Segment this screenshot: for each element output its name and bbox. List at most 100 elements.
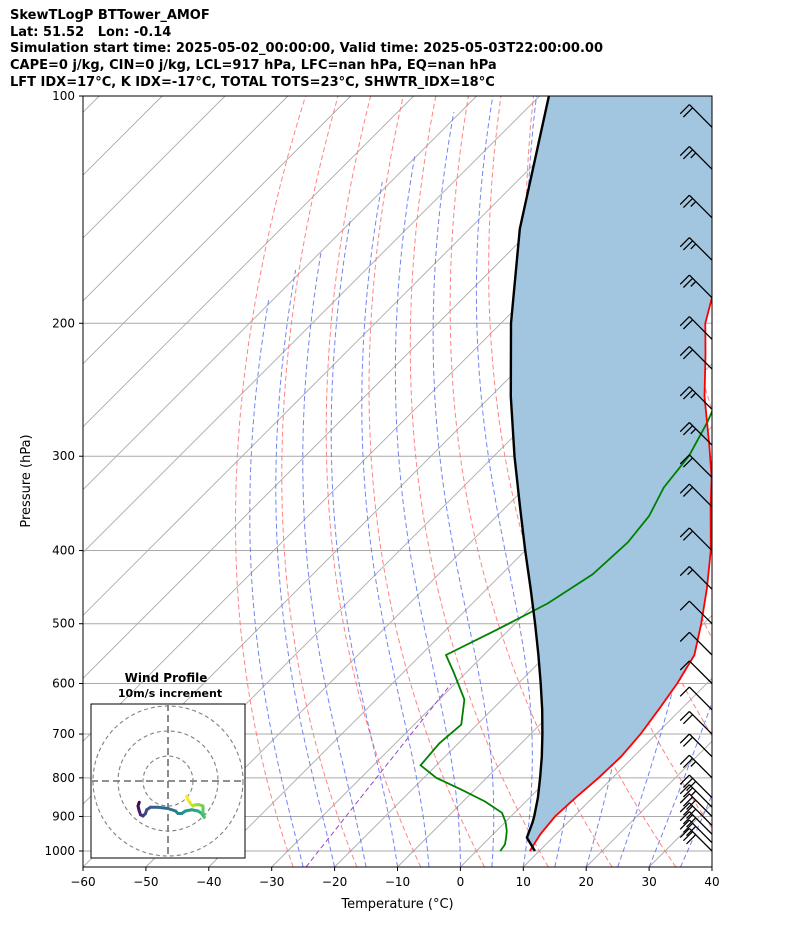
x-tick-label: −40 (196, 875, 221, 889)
y-tick-label: 200 (52, 316, 75, 330)
wind-barb (679, 827, 713, 852)
dry-adiabat (409, 96, 549, 867)
hodograph-segment (185, 794, 190, 802)
hodograph-subtitle: 10m/s increment (118, 687, 222, 700)
isotherm (83, 96, 415, 428)
y-tick-label: 400 (52, 544, 75, 558)
wind-barb (679, 422, 713, 446)
wind-barb (679, 774, 713, 799)
y-tick-label: 1000 (44, 844, 75, 858)
dry-adiabat (729, 96, 794, 867)
dry-adiabat (235, 96, 306, 867)
moist-adiabat (330, 217, 398, 867)
wind-barb (679, 237, 713, 261)
isotherm (334, 488, 712, 867)
moist-adiabat (475, 96, 533, 867)
x-tick-label: 30 (641, 875, 656, 889)
wind-barb (679, 600, 713, 625)
x-tick-label: −50 (133, 875, 158, 889)
x-tick-label: 40 (704, 875, 719, 889)
wind-barb (679, 483, 713, 508)
moist-adiabat (648, 700, 712, 867)
y-tick-label: 100 (52, 89, 75, 103)
dry-adiabat (663, 96, 712, 412)
dry-adiabat (325, 96, 422, 867)
wind-barb (679, 784, 713, 808)
time-line: Simulation start time: 2025-05-02_00:00:… (10, 41, 603, 57)
wind-barb (679, 811, 713, 835)
wind-barb (679, 316, 713, 340)
wind-barb (679, 733, 713, 758)
dry-adiabat (449, 96, 613, 867)
y-tick-label: 600 (52, 677, 75, 691)
x-tick-label: −60 (70, 875, 95, 889)
isotherm (83, 96, 540, 554)
x-axis-label: Temperature (°C) (340, 897, 453, 912)
moist-adiabat (711, 865, 712, 867)
y-axis-label: Pressure (hPa) (19, 434, 34, 527)
dewpoint-line (419, 409, 712, 852)
y-tick-label: 700 (52, 727, 75, 741)
moist-adiabat (680, 793, 712, 867)
moist-adiabat (275, 269, 336, 867)
isotherm (83, 96, 100, 113)
x-tick-label: −30 (259, 875, 284, 889)
mixing-ratio-line (305, 683, 452, 867)
wind-barb (679, 386, 713, 410)
wind-barb (679, 274, 713, 299)
hodograph-title: Wind Profile (125, 671, 208, 685)
wind-barb (679, 346, 713, 370)
isotherm (83, 96, 352, 365)
wind-barb (679, 754, 713, 779)
wind-barb (679, 819, 713, 844)
isotherm (522, 677, 712, 867)
moist-adiabat (249, 297, 304, 867)
y-tick-label: 300 (52, 449, 75, 463)
wind-barb (679, 146, 713, 170)
wind-barb (679, 104, 713, 128)
isotherm (83, 96, 226, 239)
x-tick-label: 0 (457, 875, 465, 889)
moist-adiabat (432, 111, 495, 867)
isotherm (775, 96, 794, 867)
x-tick-label: 20 (579, 875, 594, 889)
wind-barb (679, 566, 713, 590)
moist-adiabat (302, 250, 367, 867)
temperature-line (529, 296, 712, 852)
dry-adiabat (368, 96, 485, 867)
cin-shading (510, 96, 712, 851)
hodograph-segment (156, 805, 170, 810)
moist-adiabat (361, 181, 430, 867)
x-tick-label: −10 (385, 875, 410, 889)
location-line: Lat: 51.52 Lon: -0.14 (10, 24, 172, 40)
isotherm (83, 96, 477, 491)
wind-barb (679, 631, 713, 656)
wind-barb (679, 660, 713, 684)
index-line: LFT IDX=17°C, K IDX=-17°C, TOTAL TOTS=23… (10, 74, 495, 90)
x-tick-label: 10 (516, 875, 531, 889)
isotherm (711, 866, 712, 867)
chart-title: SkewTLogP BTTower_AMOF (10, 8, 210, 23)
wind-barb (679, 710, 713, 735)
y-tick-label: 500 (52, 617, 75, 631)
dry-adiabat (762, 96, 794, 867)
chart-header: SkewTLogP BTTower_AMOF Lat: 51.52 Lon: -… (10, 8, 603, 92)
wind-barb (679, 802, 713, 826)
x-tick-label: −20 (322, 875, 347, 889)
cape-line: CAPE=0 j/kg, CIN=0 j/kg, LCL=917 hPa, LF… (10, 58, 497, 74)
wind-barb (679, 686, 713, 711)
y-tick-label: 800 (52, 771, 75, 785)
wind-barb (679, 194, 713, 219)
isotherm (83, 96, 289, 302)
dry-adiabat (281, 96, 358, 867)
wind-barb (679, 454, 713, 478)
moist-adiabat (617, 96, 700, 867)
moist-adiabat (394, 155, 461, 867)
isotherm (397, 551, 712, 867)
isotherm (83, 96, 603, 617)
wind-barb (679, 527, 713, 552)
y-tick-label: 900 (52, 809, 75, 823)
parcel-profile-line (509, 96, 551, 852)
wind-barb (679, 793, 713, 817)
